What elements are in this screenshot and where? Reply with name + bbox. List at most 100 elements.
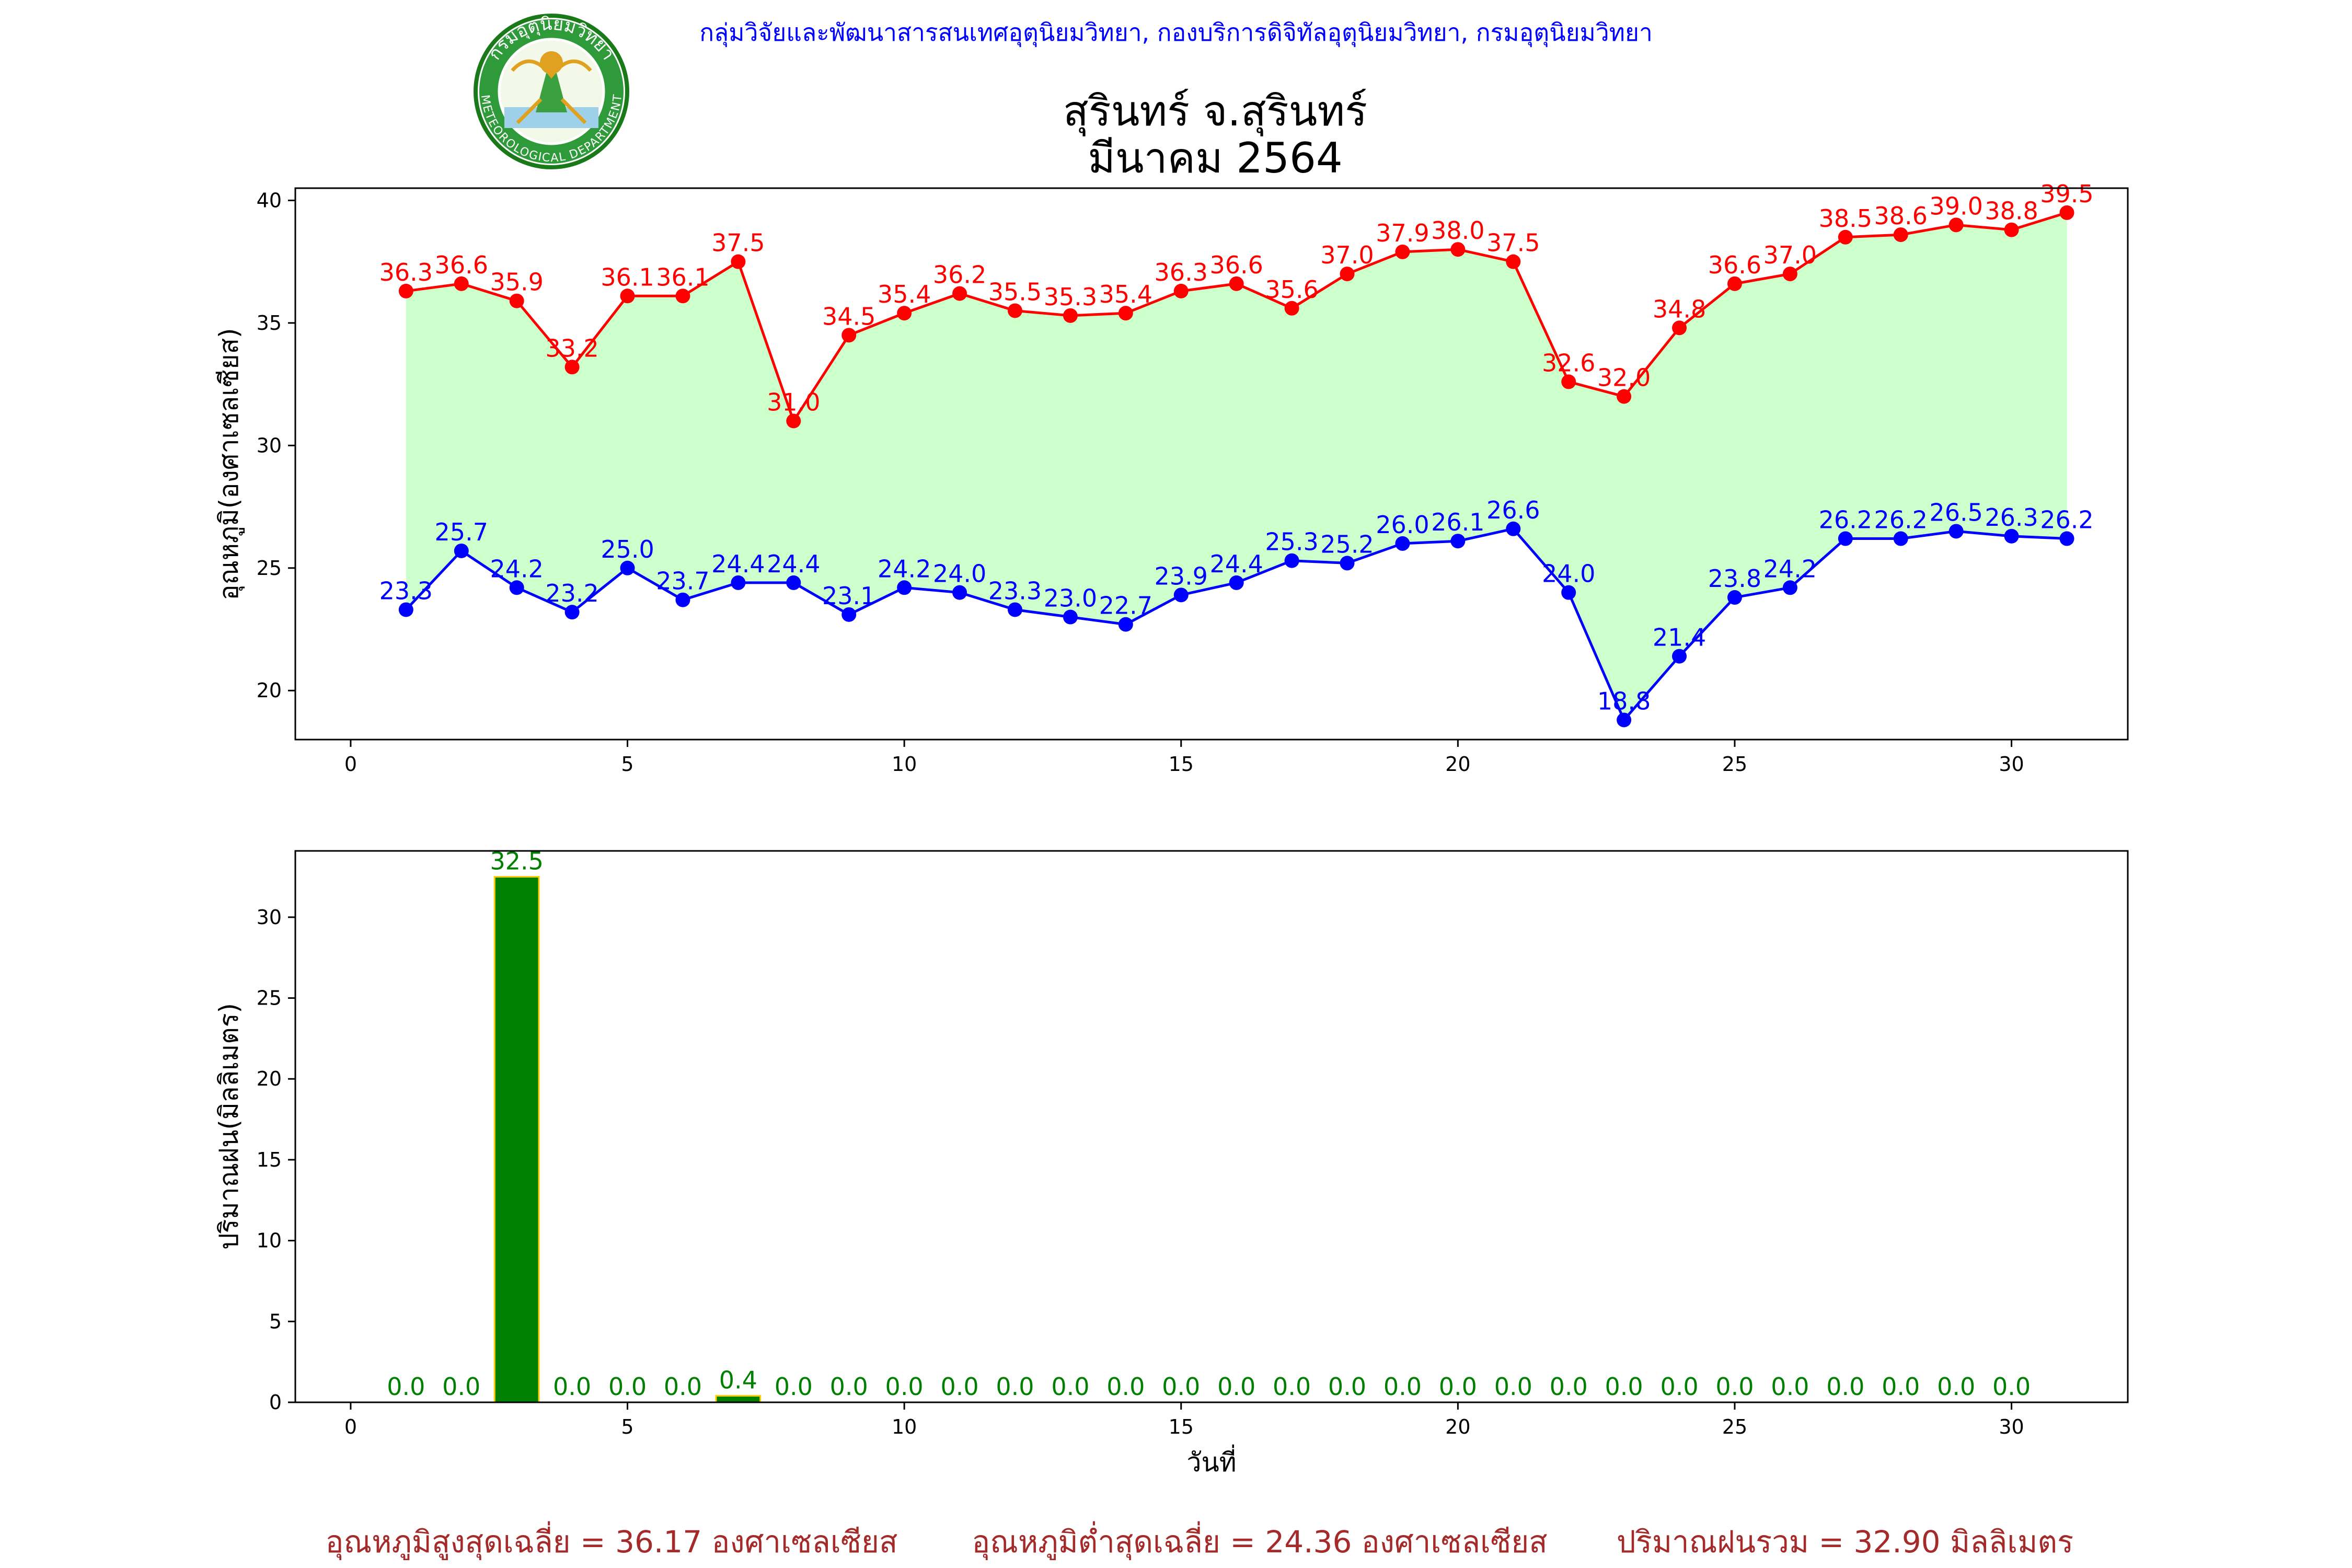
min-temp-point [1617,712,1632,728]
max-temp-point [620,289,635,304]
max-temp-data-label: 37.5 [711,229,765,257]
max-temp-data-label: 31.0 [767,388,820,416]
max-temp-data-label: 36.1 [601,263,654,291]
min-temp-data-label: 23.9 [1155,562,1208,590]
temperature-x-tick-label: 20 [1445,753,1470,776]
rainfall-y-tick-label: 25 [257,987,282,1010]
max-temp-point [509,293,524,308]
min-temp-point [1173,587,1189,603]
min-temp-data-label: 26.5 [1929,498,1982,526]
min-temp-point [786,575,801,590]
min-temp-point [1506,521,1521,536]
max-temp-data-label: 39.0 [1929,192,1982,220]
min-temp-point [1949,524,1964,539]
chart-title-month: มีนาคม 2564 [1088,134,1343,182]
min-temp-data-label: 26.1 [1431,508,1484,536]
temperature-y-tick-label: 20 [257,679,282,702]
min-temp-point [675,592,690,607]
max-temp-point [841,328,857,343]
min-temp-point [1118,617,1133,632]
rainfall-data-label: 0.0 [1715,1373,1754,1401]
max-temp-data-label: 35.6 [1265,275,1318,304]
min-temp-data-label: 23.3 [379,577,433,605]
rainfall-y-tick-label: 15 [257,1148,282,1171]
min-temp-data-label: 24.4 [1209,550,1263,578]
max-temp-data-label: 35.9 [490,268,543,296]
max-temp-data-label: 37.0 [1320,241,1374,269]
temperature-x-tick-label: 25 [1722,753,1747,776]
min-temp-data-label: 24.2 [490,555,543,583]
rainfall-data-label: 0.0 [1106,1373,1145,1401]
max-temp-point [731,254,746,269]
min-temp-point [1063,609,1078,625]
max-temp-point [1395,244,1410,259]
min-temp-point [1450,534,1466,549]
min-temp-point [1838,531,1853,546]
max-temp-data-label: 36.3 [1155,258,1208,286]
rainfall-data-label: 0.0 [1273,1373,1311,1401]
seal-lightning-icon [516,98,587,124]
min-temp-data-label: 26.2 [2040,506,2093,534]
rainfall-data-label: 0.0 [1937,1373,1975,1401]
temperature-y-tick-label: 25 [257,557,282,580]
max-temp-data-label: 33.2 [545,334,598,362]
max-temp-point [786,413,801,429]
rainfall-y-tick-label: 0 [269,1391,282,1414]
rainfall-x-tick-label: 0 [344,1415,357,1438]
min-temp-point [564,605,580,620]
min-temp-data-label: 24.0 [1542,560,1595,588]
max-temp-point [1838,229,1853,245]
temperature-y-tick-label: 30 [257,434,282,457]
rainfall-data-label: 0.0 [1162,1373,1200,1401]
rainfall-data-label: 0.0 [1605,1373,1643,1401]
rainfall-y-axis-label: ปริมาณฝน(มิลลิเมตร) [214,1003,244,1250]
rainfall-data-label: 0.0 [1328,1373,1366,1401]
max-temp-point [675,289,690,304]
rainfall-data-label: 0.0 [1826,1373,1864,1401]
min-temp-point [731,575,746,590]
rainfall-data-label: 0.0 [1992,1373,2031,1401]
max-temp-point [1782,267,1797,282]
max-temp-point [1063,308,1078,323]
min-temp-data-label: 24.4 [711,550,765,578]
min-temp-data-label: 26.2 [1874,506,1928,534]
temperature-x-axis: 0 5 10 15 20 25 30 [344,740,2024,776]
min-temp-data-label: 25.3 [1265,528,1318,556]
max-temp-data-label: 32.6 [1542,349,1595,377]
temperature-x-tick-label: 0 [344,753,357,776]
min-temp-point [1229,575,1244,590]
temperature-range-fill [406,212,2067,720]
max-temp-point [1340,267,1355,282]
min-temp-data-label: 23.1 [822,582,875,610]
rainfall-data-label: 0.0 [608,1373,647,1401]
max-temp-data-label: 32.0 [1597,364,1651,392]
seal-rays-icon [511,59,592,79]
temperature-y-axis-label: อุณหภูมิ(องศาเซลเซียส) [214,328,245,600]
rainfall-x-tick-label: 25 [1722,1415,1747,1438]
chart-title-station: สุรินทร์ จ.สุรินทร์ [1063,87,1367,136]
agency-header: กลุ่มวิจัยและพัฒนาสารสนเทศอุตุนิยมวิทยา,… [699,18,1653,48]
rainfall-bar [493,876,540,1403]
min-temp-point [1340,556,1355,571]
max-temp-data-label: 38.6 [1874,202,1928,230]
max-temp-point [1893,227,1908,243]
rainfall-data-label: 0.0 [1494,1373,1532,1401]
max-temp-data-label: 38.0 [1431,216,1484,245]
rainfall-chart: 0.0 0.0 32.5 0.0 0.0 0.0 0.4 0.0 0.0 0.0 0.0 0.0 0.0… [214,847,2129,1478]
rainfall-data-label: 0.0 [442,1373,480,1401]
min-temp-point [1672,649,1687,664]
min-temp-data-label: 25.0 [601,535,654,563]
max-temp-data-label: 34.5 [822,302,875,330]
min-temp-point [1007,602,1022,617]
rainfall-plot-frame [294,850,2129,1403]
temperature-x-tick-label: 15 [1169,753,1194,776]
max-temp-data-label: 39.5 [2040,180,2093,208]
min-temp-data-label: 24.2 [878,555,931,583]
seal-figure-body-icon [536,73,567,112]
min-temp-data-label: 24.4 [767,550,820,578]
rainfall-data-label: 0.0 [1660,1373,1698,1401]
min-temp-data-label: 25.7 [435,518,488,546]
rainfall-data-label: 0.0 [1439,1373,1477,1401]
min-temp-data-label: 24.2 [1763,555,1817,583]
